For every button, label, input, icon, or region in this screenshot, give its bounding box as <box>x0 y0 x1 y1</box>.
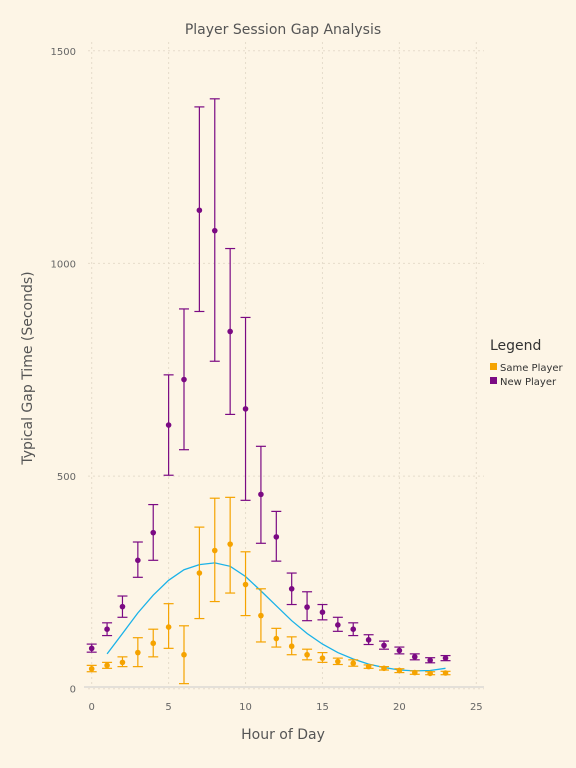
data-point <box>411 669 418 676</box>
data-point <box>304 651 310 658</box>
grid <box>88 42 484 690</box>
x-tick-label: 5 <box>165 702 171 713</box>
data-point <box>442 655 449 661</box>
data-point <box>427 670 433 677</box>
x-tick-label: 25 <box>470 702 483 713</box>
data-point <box>119 659 126 666</box>
y-tick-label: 1000 <box>51 259 76 270</box>
data-point <box>242 406 249 412</box>
series-same-player <box>86 496 451 685</box>
y-tick-label: 500 <box>57 472 76 483</box>
data-point <box>273 534 280 540</box>
data-point <box>288 643 295 650</box>
trend-line <box>106 562 446 672</box>
legend-label-new-player: New Player <box>500 377 557 388</box>
data-point <box>319 609 326 615</box>
data-point <box>150 640 157 647</box>
legend-label-same-player: Same Player <box>500 363 564 374</box>
data-point <box>258 491 264 498</box>
series-new-player <box>86 98 451 664</box>
data-point <box>227 541 233 547</box>
data-point <box>135 557 141 564</box>
y-axis-ticks: 0 500 1000 1500 <box>51 47 76 696</box>
data-point <box>119 603 126 610</box>
data-point <box>396 647 403 654</box>
data-point <box>350 660 357 667</box>
data-point <box>88 665 95 672</box>
trend-layer <box>106 562 446 672</box>
data-point <box>242 581 249 588</box>
data-point <box>150 529 157 536</box>
data-point <box>196 207 203 214</box>
x-tick-label: 10 <box>239 702 252 713</box>
data-point <box>411 654 418 660</box>
x-axis-title: Hour of Day <box>241 727 325 743</box>
data-point <box>211 547 218 554</box>
x-tick-label: 15 <box>316 702 329 713</box>
data-point <box>227 328 233 335</box>
chart-title: Player Session Gap Analysis <box>185 22 381 38</box>
data-point <box>196 570 203 576</box>
data-point <box>165 624 172 630</box>
legend-swatch-new-player <box>490 377 497 384</box>
y-axis-title: Typical Gap Time (Seconds) <box>20 271 36 465</box>
data-point <box>104 626 110 633</box>
legend: Legend Same Player New Player <box>490 338 564 388</box>
data-point <box>104 662 110 669</box>
data-point <box>381 665 387 672</box>
data-point <box>442 670 449 676</box>
data-point <box>381 642 387 649</box>
data-point <box>135 649 141 656</box>
x-tick-label: 0 <box>89 702 95 713</box>
data-point <box>427 657 433 664</box>
data-point <box>319 655 326 661</box>
y-tick-label: 1500 <box>51 47 76 58</box>
data-point <box>211 227 218 234</box>
data-point <box>288 585 295 592</box>
data-point <box>273 635 280 642</box>
data-point <box>350 626 357 633</box>
data-point <box>304 604 310 610</box>
data-point <box>181 651 187 658</box>
data-point <box>88 645 95 652</box>
data-point <box>396 667 403 674</box>
x-tick-label: 20 <box>393 702 406 713</box>
legend-swatch-same-player <box>490 363 497 370</box>
y-tick-label: 0 <box>70 685 76 696</box>
series-layer <box>86 98 451 685</box>
data-point <box>365 637 372 643</box>
data-point <box>165 422 172 428</box>
data-point <box>258 612 264 619</box>
data-point <box>335 658 341 665</box>
data-point <box>181 376 187 383</box>
data-point <box>365 663 372 670</box>
legend-title: Legend <box>490 338 541 354</box>
x-axis-ticks: 0 5 10 15 20 25 <box>89 702 483 713</box>
data-point <box>335 622 341 628</box>
